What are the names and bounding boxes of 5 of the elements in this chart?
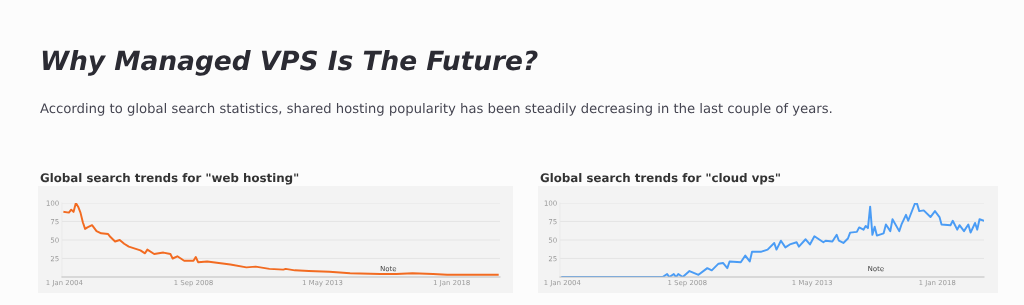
text: According to global search statistics, shared hosting popularity has been steadily decreasing in the last couple of years.	[40, 102, 832, 116]
text: Why Managed VPS Is The Future?	[42, 49, 538, 76]
line-series	[63, 203, 499, 276]
chart-title: Global search trends for "web hosting"	[40, 173, 299, 185]
chart-title: Global search trends for "cloud vps"	[540, 173, 780, 185]
